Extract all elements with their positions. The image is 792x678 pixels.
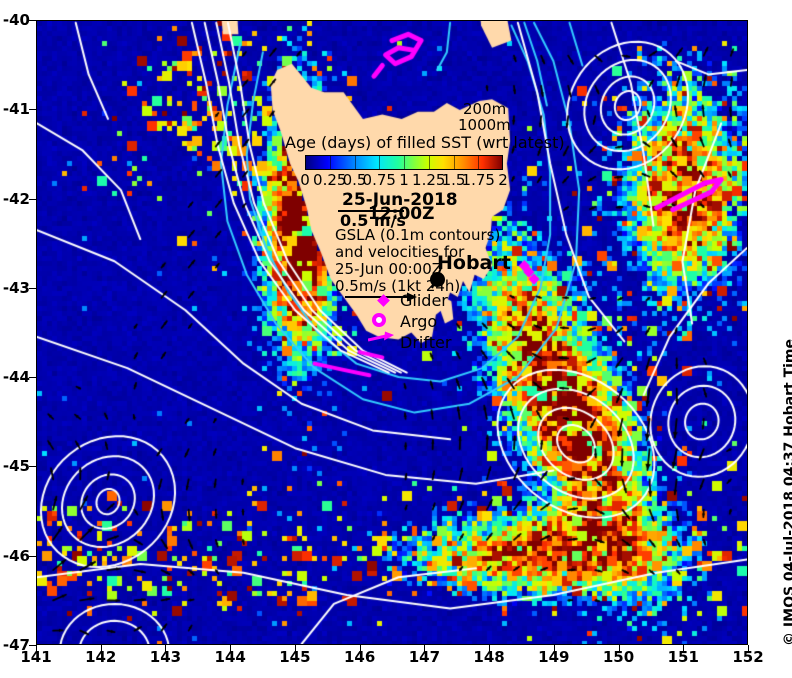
x-axis-tick-147: 147 bbox=[408, 648, 441, 666]
argo-legend-label: Argo bbox=[400, 312, 438, 331]
x-axis-tick-146: 146 bbox=[343, 648, 376, 666]
x-axis-tick-mark bbox=[36, 645, 37, 652]
gsla-caption-line-2: and velocities for bbox=[335, 243, 465, 261]
y-axis-tick-neg41: -41 bbox=[2, 100, 30, 119]
sst-time-label: 12:00Z bbox=[368, 204, 435, 224]
hobart-city-label: Hobart bbox=[437, 252, 511, 274]
x-axis-tick-151: 151 bbox=[667, 648, 699, 666]
hobart-city-marker bbox=[430, 272, 445, 287]
y-axis-tick-neg44: -44 bbox=[2, 368, 30, 387]
x-axis-tick-mark bbox=[294, 645, 296, 652]
colorbar-tick-1: 1 bbox=[399, 171, 409, 189]
colorbar-separator bbox=[354, 156, 356, 169]
glider-legend-label: Glider bbox=[400, 291, 448, 310]
colorbar-separator bbox=[404, 156, 405, 169]
y-axis-tick-neg45: -45 bbox=[2, 457, 30, 476]
x-axis-tick-mark bbox=[424, 645, 426, 652]
colorbar-separator bbox=[453, 156, 455, 169]
x-axis-tick-143: 143 bbox=[149, 648, 182, 666]
colorbar-separator bbox=[379, 156, 381, 169]
x-axis-tick-mark bbox=[100, 645, 102, 652]
y-axis-tick-mark bbox=[29, 109, 36, 111]
x-axis-tick-mark bbox=[489, 645, 491, 652]
y-axis-tick-mark bbox=[29, 555, 36, 557]
contour-and-velocity-overlay-layer bbox=[37, 21, 747, 644]
y-axis-tick-mark bbox=[29, 20, 36, 21]
argo-circle-icon bbox=[372, 313, 386, 327]
x-axis-tick-152: 152 bbox=[732, 648, 764, 666]
colorbar-tick-labels: 0 0.25 0.5 0.75 1 1.25 1.5 1.75 2 bbox=[298, 171, 513, 191]
map-plot-area[interactable] bbox=[36, 20, 748, 645]
colorbar-separator bbox=[329, 156, 331, 169]
x-axis-tick-141: 141 bbox=[20, 648, 52, 666]
colorbar-tick-0: 0 bbox=[300, 171, 310, 189]
y-axis-tick-neg46: -46 bbox=[2, 546, 30, 565]
y-axis-tick-mark bbox=[29, 198, 36, 200]
y-axis-tick-mark bbox=[29, 645, 36, 646]
colorbar-separator bbox=[428, 156, 430, 169]
gsla-caption-line-3: 25-Jun 00:00Z bbox=[335, 260, 443, 278]
colorbar-tick-0p5: 0.5 bbox=[342, 171, 367, 189]
y-axis-tick-mark bbox=[29, 377, 36, 379]
sst-date-label: 25-Jun-2018 bbox=[342, 190, 458, 210]
colorbar-tick-1p75: 1.75 bbox=[461, 171, 495, 189]
x-axis-tick-148: 148 bbox=[473, 648, 505, 666]
colorbar-tick-0p25: 0.25 bbox=[313, 171, 347, 189]
colorbar-tick-1p25: 1.25 bbox=[412, 171, 446, 189]
x-axis-tick-142: 142 bbox=[85, 648, 117, 666]
bathymetry-1000m-label: 1000m bbox=[458, 116, 511, 134]
x-axis-tick-149: 149 bbox=[538, 648, 570, 666]
y-axis-tick-neg40: -40 bbox=[2, 11, 30, 29]
x-axis-tick-145: 145 bbox=[279, 648, 311, 666]
drifter-arrow-icon bbox=[367, 330, 394, 344]
x-axis-tick-150: 150 bbox=[602, 648, 635, 666]
velocity-scale-rule-upper bbox=[338, 210, 404, 212]
x-axis-tick-mark bbox=[748, 645, 749, 652]
x-axis-tick-mark bbox=[359, 645, 361, 652]
gsla-caption-line-4: 0.5m/s (1kt 24h) bbox=[335, 277, 461, 295]
velocity-scale-label: 0.5 m/s bbox=[340, 211, 406, 230]
y-axis-tick-mark bbox=[29, 287, 36, 289]
x-axis-tick-mark bbox=[553, 645, 555, 652]
y-axis-tick-mark bbox=[29, 466, 36, 468]
bathymetry-200m-label: 200m bbox=[463, 100, 507, 118]
credit-container: © IMOS 04-Jul-2018 04:37 Hobart Time bbox=[756, 0, 792, 678]
colorbar-title: Age (days) of filled SST (wrt latest) bbox=[285, 133, 565, 152]
x-axis-tick-mark bbox=[230, 645, 232, 652]
x-axis-tick-mark bbox=[165, 645, 167, 652]
colorbar-tick-2: 2 bbox=[498, 171, 508, 189]
x-axis-tick-144: 144 bbox=[214, 648, 246, 666]
y-axis-tick-neg43: -43 bbox=[2, 278, 30, 297]
colorbar-separator bbox=[478, 156, 480, 169]
gsla-caption-line-1: GSLA (0.1m contours) bbox=[335, 226, 501, 244]
velocity-scale-arrow-icon bbox=[345, 288, 417, 302]
x-axis-tick-mark bbox=[683, 645, 685, 652]
colorbar-tick-1p5: 1.5 bbox=[441, 171, 466, 189]
imos-credit-text: © IMOS 04-Jul-2018 04:37 Hobart Time bbox=[782, 339, 792, 646]
y-axis-tick-neg47: -47 bbox=[2, 636, 30, 654]
drifter-legend-label: Drifter bbox=[400, 333, 452, 352]
x-axis-tick-mark bbox=[618, 645, 620, 652]
colorbar-tick-0p75: 0.75 bbox=[362, 171, 396, 189]
y-axis-tick-neg42: -42 bbox=[2, 189, 30, 208]
